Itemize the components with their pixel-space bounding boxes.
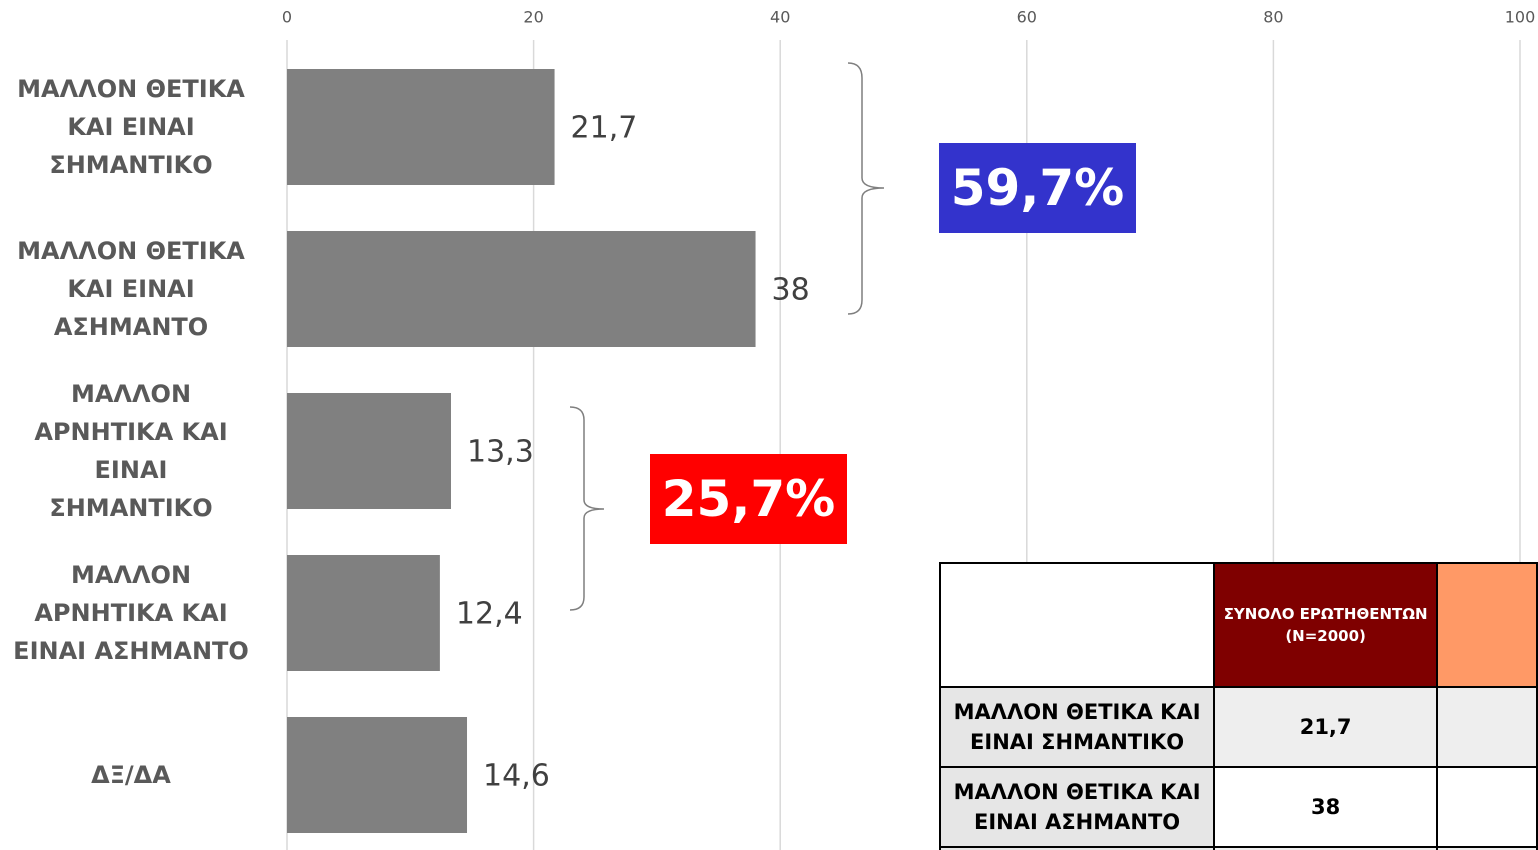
- table-cell: 21,7: [1213, 686, 1439, 768]
- table-row: ΜΑΛΛΟΝ ΘΕΤΙΚΑ ΚΑΙ ΕΙΝΑΙ ΣΗΜΑΝΤΙΚΟ 21,7: [938, 686, 1538, 768]
- annotation: 25,7%: [650, 454, 847, 544]
- y-tick-label: ΔΞ/ΔΑ: [0, 756, 262, 794]
- table-cell: [1213, 846, 1439, 850]
- value-label: 21,7: [571, 111, 638, 146]
- value-label: 14,6: [483, 759, 550, 794]
- value-label: 12,4: [456, 597, 523, 632]
- table-cell: [938, 846, 1216, 850]
- value-label: 38: [772, 273, 810, 308]
- x-tick-label: 40: [770, 8, 790, 27]
- table-row: ΜΑΛΛΟΝ ΘΕΤΙΚΑ ΚΑΙ ΕΙΝΑΙ ΑΣΗΜΑΝΤΟ 38: [938, 766, 1538, 848]
- bracket: [569, 406, 605, 611]
- table-cell: [938, 562, 1216, 688]
- table-row: [938, 846, 1538, 850]
- x-tick-label: 80: [1263, 8, 1283, 27]
- value-label: 13,3: [467, 435, 534, 470]
- table-cell: ΜΑΛΛΟΝ ΘΕΤΙΚΑ ΚΑΙ ΕΙΝΑΙ ΣΗΜΑΝΤΙΚΟ: [938, 686, 1216, 768]
- table-header-cell: ΣΥΝΟΛΟ ΕΡΩΤΗΘΕΝΤΩΝ (N=2000): [1213, 562, 1439, 688]
- table-cell: [1436, 562, 1538, 688]
- table-cell: 38: [1213, 766, 1439, 848]
- bar: [287, 393, 451, 509]
- y-tick-label: ΜΑΛΛΟΝ ΑΡΝΗΤΙΚΑ ΚΑΙ ΕΙΝΑΙ ΑΣΗΜΑΝΤΟ: [0, 556, 262, 670]
- bar: [287, 231, 756, 347]
- x-tick-label: 20: [523, 8, 543, 27]
- bar: [287, 717, 468, 833]
- y-tick-label-text: ΜΑΛΛΟΝ ΑΡΝΗΤΙΚΑ ΚΑΙ ΕΙΝΑΙ ΣΗΜΑΝΤΙΚΟ: [34, 380, 228, 522]
- table-cell: [1436, 846, 1538, 850]
- y-tick-label-text: ΜΑΛΛΟΝ ΘΕΤΙΚΑ ΚΑΙ ΕΙΝΑΙ ΑΣΗΜΑΝΤΟ: [17, 237, 245, 341]
- y-tick-label-text: ΜΑΛΛΟΝ ΑΡΝΗΤΙΚΑ ΚΑΙ ΕΙΝΑΙ ΑΣΗΜΑΝΤΟ: [13, 561, 249, 665]
- y-tick-label-text: ΔΞ/ΔΑ: [91, 761, 171, 789]
- table: ΣΥΝΟΛΟ ΕΡΩΤΗΘΕΝΤΩΝ (N=2000) ΜΑΛΛΟΝ ΘΕΤΙΚ…: [938, 562, 1538, 850]
- table-cell: ΜΑΛΛΟΝ ΘΕΤΙΚΑ ΚΑΙ ΕΙΝΑΙ ΑΣΗΜΑΝΤΟ: [938, 766, 1216, 848]
- y-tick-label: ΜΑΛΛΟΝ ΘΕΤΙΚΑ ΚΑΙ ΕΙΝΑΙ ΑΣΗΜΑΝΤΟ: [0, 232, 262, 346]
- table-cell: [1436, 766, 1538, 848]
- bar: [287, 69, 555, 185]
- annotation: 59,7%: [939, 143, 1136, 233]
- y-tick-label: ΜΑΛΛΟΝ ΘΕΤΙΚΑ ΚΑΙ ΕΙΝΑΙ ΣΗΜΑΝΤΙΚΟ: [0, 70, 262, 184]
- x-tick-label: 100: [1505, 8, 1536, 27]
- x-tick-label: 0: [282, 8, 292, 27]
- table-header: ΣΥΝΟΛΟ ΕΡΩΤΗΘΕΝΤΩΝ (N=2000): [938, 562, 1538, 688]
- bar: [287, 555, 440, 671]
- y-tick-label-text: ΜΑΛΛΟΝ ΘΕΤΙΚΑ ΚΑΙ ΕΙΝΑΙ ΣΗΜΑΝΤΙΚΟ: [17, 75, 245, 179]
- bracket: [847, 62, 885, 315]
- x-tick-label: 60: [1017, 8, 1037, 27]
- table-cell: [1436, 686, 1538, 768]
- y-tick-label: ΜΑΛΛΟΝ ΑΡΝΗΤΙΚΑ ΚΑΙ ΕΙΝΑΙ ΣΗΜΑΝΤΙΚΟ: [0, 375, 262, 527]
